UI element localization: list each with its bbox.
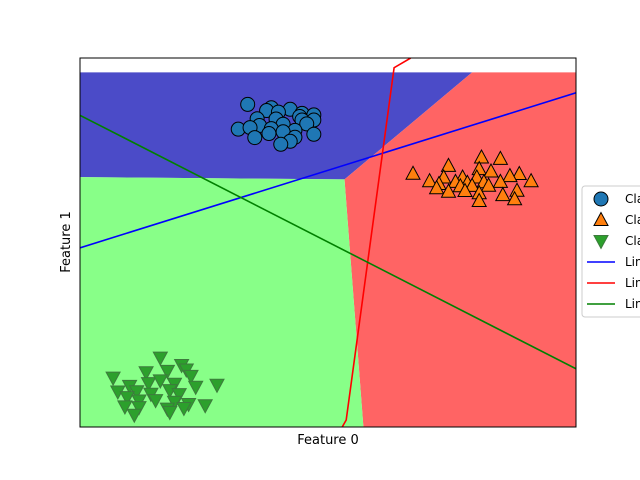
point-series-2-11 xyxy=(187,380,204,396)
legend-box xyxy=(581,185,640,318)
legend-line-label-0: Lin xyxy=(625,255,640,269)
point-series-1-0 xyxy=(473,148,490,164)
legend-line-label-2: Lin xyxy=(625,297,640,311)
legend-label-2: Cla xyxy=(625,234,640,248)
plot-frame xyxy=(79,57,577,428)
point-series-1-20 xyxy=(480,177,497,192)
point-series-0-22 xyxy=(261,126,277,142)
point-series-1-1 xyxy=(492,150,509,165)
point-series-2-18 xyxy=(119,391,136,406)
point-series-1-11 xyxy=(421,172,438,188)
point-series-2-24 xyxy=(117,400,133,415)
point-series-1-5 xyxy=(511,165,528,180)
line-2 xyxy=(80,114,576,370)
legend-label-1: Cla xyxy=(625,213,640,227)
point-series-1-22 xyxy=(457,182,473,197)
point-series-2-23 xyxy=(197,399,214,414)
legend-marker-2 xyxy=(593,235,609,250)
x-axis-label: Feature 0 xyxy=(297,433,359,448)
legend-label-0: Cla xyxy=(625,192,640,206)
point-series-0-24 xyxy=(247,130,263,146)
line-0 xyxy=(80,92,576,249)
point-series-1-28 xyxy=(440,183,457,198)
point-series-1-26 xyxy=(506,190,523,206)
point-series-2-12 xyxy=(209,378,225,394)
point-series-2-25 xyxy=(131,401,147,416)
point-series-1-16 xyxy=(523,172,539,188)
point-series-1-27 xyxy=(428,179,445,195)
legend-marker-0 xyxy=(593,191,609,207)
region-class-2 xyxy=(80,177,364,427)
point-series-2-27 xyxy=(176,402,192,417)
point-series-1-15 xyxy=(492,173,509,188)
legend-line-label-1: Lin xyxy=(625,276,640,290)
point-series-1-6 xyxy=(405,165,421,180)
point-series-1-4 xyxy=(483,162,499,178)
decision-regions xyxy=(80,72,576,427)
point-series-0-25 xyxy=(273,136,289,152)
point-series-0-20 xyxy=(306,126,322,142)
point-series-2-0 xyxy=(152,351,169,367)
legend: Cla Cla Cla Lin Lin Lin xyxy=(581,185,640,318)
point-series-0-14 xyxy=(299,116,315,132)
legend-marker-1 xyxy=(593,211,609,226)
point-series-2-3 xyxy=(138,366,154,381)
y-axis-label: Feature 1 xyxy=(59,211,74,273)
decision-lines xyxy=(80,58,576,427)
point-series-2-2 xyxy=(105,371,121,387)
point-series-1-25 xyxy=(471,192,488,207)
point-series-1-10 xyxy=(502,167,518,183)
point-series-1-24 xyxy=(494,186,511,202)
point-series-2-28 xyxy=(126,408,143,424)
point-series-2-20 xyxy=(147,394,164,409)
data-points xyxy=(105,96,539,424)
point-series-0-0 xyxy=(240,96,256,112)
point-series-2-6 xyxy=(183,369,199,385)
line-1 xyxy=(341,58,412,427)
point-series-2-8 xyxy=(152,374,169,389)
point-series-2-29 xyxy=(161,405,178,421)
point-series-2-4 xyxy=(159,364,176,380)
point-series-2-17 xyxy=(171,388,188,403)
point-series-1-2 xyxy=(440,157,457,172)
point-series-1-19 xyxy=(464,177,480,192)
point-series-2-7 xyxy=(140,377,157,392)
